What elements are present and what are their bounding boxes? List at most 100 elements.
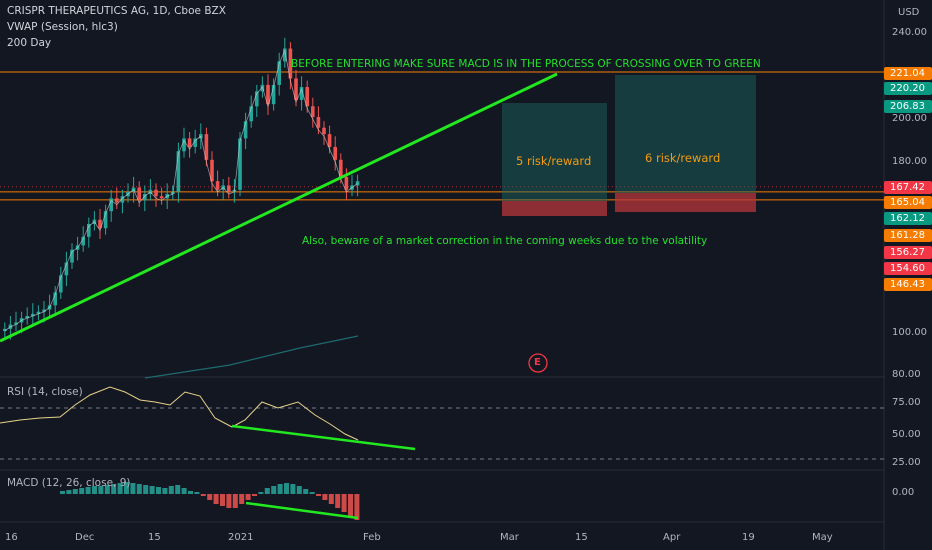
candle-body: [271, 84, 276, 105]
candle-body: [311, 106, 315, 117]
candle-body: [143, 194, 147, 201]
macd-bar: [111, 484, 117, 494]
candle-body: [187, 138, 192, 147]
candle-body: [154, 189, 158, 197]
candle-body: [25, 316, 29, 319]
macd-bar: [284, 483, 289, 494]
candle-body: [14, 322, 18, 325]
candle-body: [64, 262, 69, 276]
risk-reward-right: 6 risk/reward: [645, 151, 721, 165]
rsi-label: RSI (14, close): [7, 386, 83, 398]
macd-bar: [341, 494, 347, 512]
macd-bar: [175, 485, 181, 494]
risk-zone-right: [615, 193, 756, 212]
candle-body: [255, 91, 259, 107]
macd-bar: [85, 487, 91, 494]
macd-bar: [226, 494, 232, 508]
macd-bar: [296, 486, 302, 494]
reward-zone-left: [502, 103, 607, 201]
candle-body: [31, 313, 35, 317]
price-flag-156: 156.27: [884, 246, 932, 259]
macd-bar: [60, 491, 65, 494]
candle-body: [322, 127, 326, 135]
macd-tick-zero: 0.00: [892, 487, 915, 498]
symbol-title: CRISPR THERAPEUTICS AG, 1D, Cboe BZX: [7, 5, 226, 17]
macd-bar: [156, 487, 161, 494]
candle-body: [3, 328, 7, 331]
candle-body: [137, 187, 141, 201]
price-flag-206: 206.83: [884, 100, 932, 113]
reward-zone-right: [615, 75, 756, 193]
macd-bar: [239, 494, 245, 504]
candle-body: [42, 309, 46, 312]
candle-body: [238, 138, 242, 190]
macd-bar: [277, 484, 283, 494]
candle-body: [53, 292, 57, 306]
candle-body: [305, 87, 309, 107]
macd-bar: [117, 483, 123, 494]
candle-body: [109, 198, 113, 212]
vwap-line: [4, 49, 358, 332]
macd-bar: [200, 494, 206, 496]
macd-bar: [162, 488, 168, 494]
candle-body: [277, 61, 281, 85]
macd-bar: [322, 494, 328, 500]
price-flag-162: 162.12: [884, 212, 932, 225]
macd-bar: [348, 494, 353, 516]
macd-bar: [328, 494, 334, 504]
candle-body: [266, 84, 270, 105]
macd-bar: [252, 494, 257, 496]
candle-body: [193, 138, 197, 147]
trend-line: [0, 72, 558, 343]
time-tick: 15: [148, 532, 161, 543]
candle-body: [59, 275, 63, 293]
rsi-line: [0, 386, 359, 441]
candle-body: [176, 151, 181, 192]
candle-body: [249, 106, 253, 122]
macd-bar: [188, 491, 193, 494]
candle-body: [283, 48, 287, 62]
time-tick: Apr: [663, 532, 681, 543]
macd-bar: [264, 488, 270, 494]
candle-body: [120, 196, 125, 203]
price-flag-146: 146.43: [884, 278, 932, 291]
candle-body: [288, 48, 293, 79]
rsi-tick-50: 50.00: [892, 429, 921, 440]
earnings-badge-text: E: [534, 357, 541, 368]
price-tick: 240.00: [892, 27, 927, 38]
macd-bar: [98, 486, 104, 494]
candle-body: [204, 134, 209, 160]
price-flag-167: 167.42: [884, 181, 932, 194]
candle-body: [115, 198, 119, 203]
macd-bar: [316, 494, 321, 496]
candle-body: [70, 249, 74, 263]
macd-bar: [303, 489, 309, 494]
candle-body: [316, 117, 321, 128]
rsi-divergence-line: [231, 424, 416, 451]
macd-bar: [66, 490, 72, 494]
rsi-tick-75: 75.00: [892, 397, 921, 408]
candle-body: [333, 146, 337, 160]
price-flag-221: 221.04: [884, 67, 932, 80]
currency-label: USD: [898, 7, 920, 18]
risk-zone-left: [502, 201, 607, 216]
candle-body: [339, 159, 343, 177]
price-flag-154: 154.60: [884, 262, 932, 275]
candle-body: [81, 236, 85, 246]
macd-bar: [207, 494, 213, 500]
macd-bar: [290, 484, 296, 494]
time-tick: Feb: [363, 532, 381, 543]
macd-bar: [258, 492, 264, 494]
time-tick: Dec: [75, 532, 95, 543]
candle-body: [87, 224, 91, 237]
macd-bar: [354, 494, 360, 520]
time-tick: 16: [5, 532, 18, 543]
macd-divergence-line: [245, 501, 359, 520]
macd-bar: [213, 494, 219, 504]
candle-body: [327, 134, 332, 147]
top-annotation: BEFORE ENTERING MAKE SURE MACD IS IN THE…: [291, 58, 761, 70]
candle-body: [294, 78, 298, 100]
macd-bar: [181, 488, 187, 494]
candle-body: [210, 159, 214, 182]
